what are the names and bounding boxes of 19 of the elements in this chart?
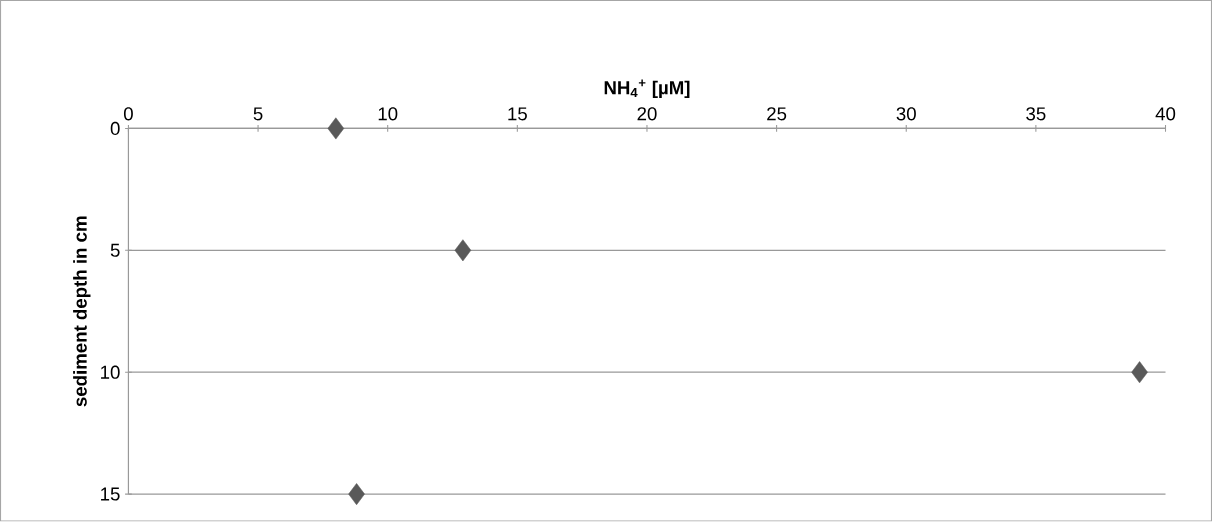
y-tick-label: 0 bbox=[110, 122, 120, 136]
x-tick-label: 0 bbox=[123, 107, 133, 121]
y-tick-label: 5 bbox=[110, 244, 120, 258]
x-tick-label: 15 bbox=[508, 107, 527, 121]
x-tick-label: 5 bbox=[253, 107, 263, 121]
x-tick-label: 10 bbox=[378, 107, 398, 121]
point bbox=[454, 239, 472, 262]
y-axis-title: sediment depth in cm bbox=[73, 216, 91, 407]
point bbox=[348, 483, 365, 506]
y-tick-label: 15 bbox=[101, 487, 120, 501]
point bbox=[1131, 361, 1148, 384]
x-axis-title: NH$_{4}$$^{+}$ [µM] bbox=[604, 79, 690, 99]
x-tick-label: 20 bbox=[637, 107, 657, 121]
x-tick-label: 25 bbox=[767, 107, 787, 121]
x-tick-label: 40 bbox=[1155, 107, 1176, 121]
point bbox=[327, 117, 345, 140]
x-tick-label: 35 bbox=[1026, 107, 1046, 121]
y-tick-label: 10 bbox=[101, 365, 120, 380]
x-tick-label: 30 bbox=[896, 107, 916, 121]
